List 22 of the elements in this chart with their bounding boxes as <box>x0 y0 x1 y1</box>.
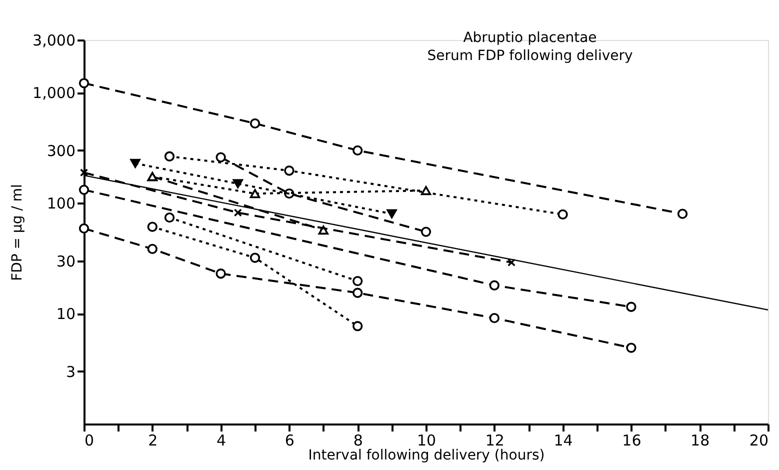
x-tick-label: 0 <box>84 432 94 450</box>
y-tick-label: 10 <box>56 305 76 324</box>
x-tick-label: 2 <box>148 432 158 450</box>
chart-title: Abruptio placentae <box>463 30 597 46</box>
y-tick-label: 30 <box>56 252 76 270</box>
x-tick-label: 16 <box>622 432 642 450</box>
x-tick-label: 20 <box>749 432 768 450</box>
y-tick-label: 3,000 <box>32 32 76 50</box>
x-tick-label: 14 <box>554 432 573 450</box>
x-axis-title: Interval following delivery (hours) <box>308 448 545 464</box>
y-tick-label: 3 <box>66 362 76 381</box>
x-tick-label: 6 <box>284 432 294 450</box>
x-tick-label: 10 <box>416 432 436 450</box>
y-axis-title: FDP = µg / ml <box>10 184 26 281</box>
y-tick-label: 300 <box>46 142 76 160</box>
text: Serum FDP following delivery <box>427 48 633 64</box>
x-tick-label: 4 <box>216 432 226 450</box>
y-tick-label: 1,000 <box>32 84 76 102</box>
x-tick-label: 18 <box>690 432 710 450</box>
x-tick-label: 12 <box>485 432 504 450</box>
x-tick-label: 8 <box>353 432 363 450</box>
y-tick-label: 100 <box>46 194 76 213</box>
